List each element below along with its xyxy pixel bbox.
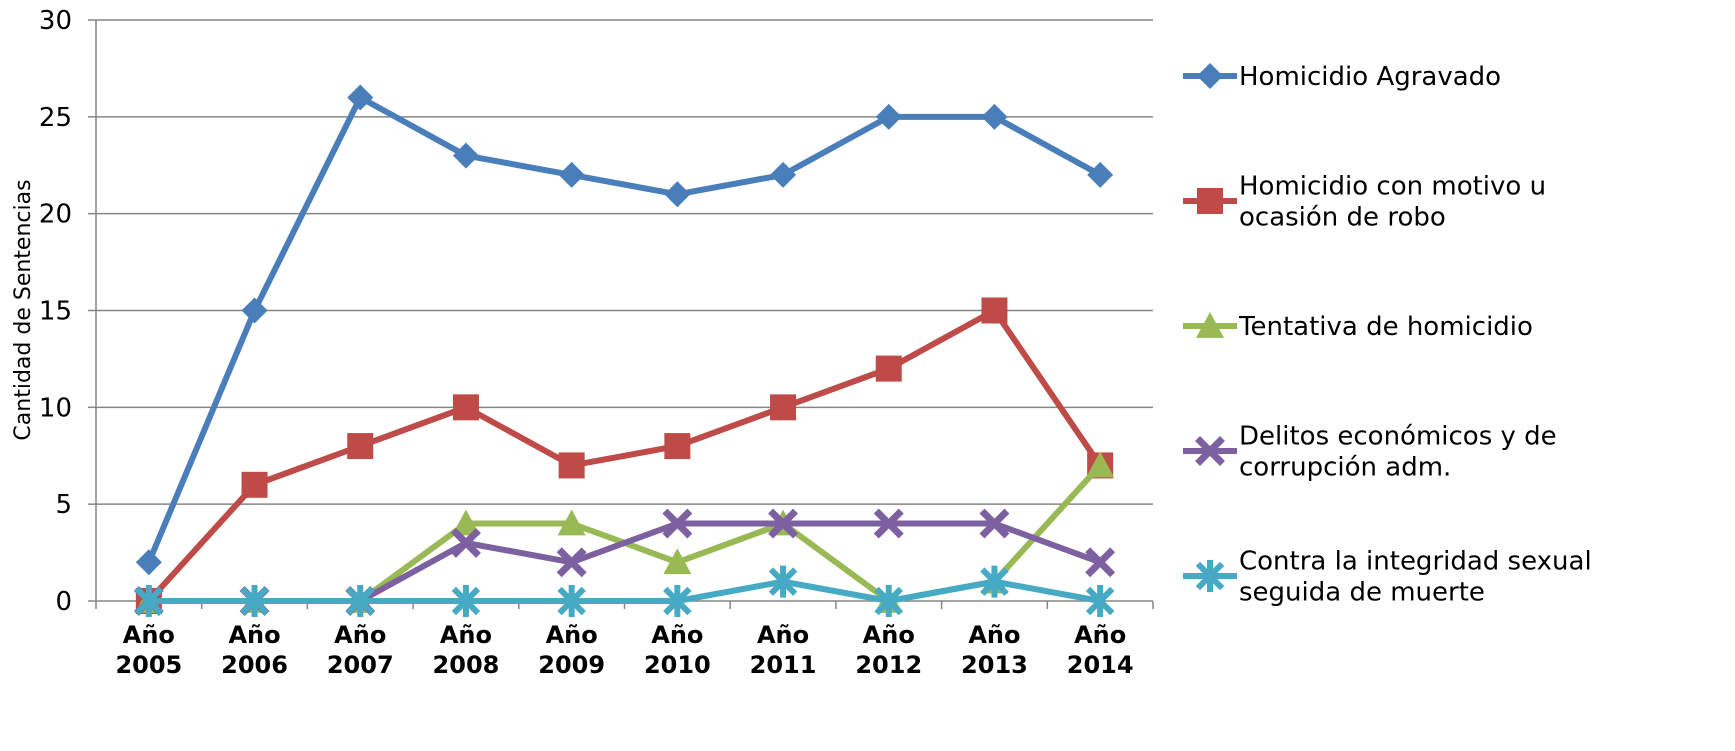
y-tick-label: 10 (39, 393, 72, 423)
legend-item-2: Homicidio con motivo u ocasión de robo (1183, 172, 1546, 233)
y-tick-label: 30 (39, 6, 72, 36)
data-point (347, 84, 374, 111)
data-point (451, 585, 481, 617)
series-line (146, 94, 1102, 564)
data-point (770, 394, 797, 421)
x-tick-label: Año 2014 (1067, 621, 1134, 679)
legend-marker (1197, 188, 1223, 214)
legend-label: Homicidio Agravado (1239, 62, 1501, 92)
legend-item-1: Homicidio Agravado (1183, 62, 1501, 92)
x-tick-label: Año 2008 (433, 621, 500, 679)
axes: 0 5 10 15 20 25 30 Año 2005 Año 2006 Año 2007 Año 2008… (39, 6, 1154, 679)
series-5 (134, 565, 1115, 617)
x-tick-label: Año 2009 (538, 621, 605, 679)
series-1 (135, 84, 1114, 576)
legend-item-4: Delitos económicos y de corrupción adm. (1183, 422, 1557, 483)
data-point (558, 161, 585, 188)
data-point (346, 585, 375, 617)
y-tick-label: 5 (55, 490, 72, 520)
data-point (875, 355, 902, 382)
data-point (664, 181, 691, 208)
data-point (451, 509, 480, 536)
legend-marker (1195, 560, 1225, 592)
x-tick-label: Año 2005 (115, 621, 182, 679)
legend-label: Contra la integridad sexual seguida de mu… (1239, 547, 1592, 608)
legend-marker (1196, 312, 1224, 338)
data-point (1085, 547, 1116, 578)
data-point (240, 585, 269, 617)
y-tick-label: 15 (39, 297, 72, 327)
data-point (134, 585, 164, 617)
y-axis-label: Cantidad de Sentencias (11, 179, 36, 440)
data-point (452, 142, 479, 169)
data-point (1085, 585, 1115, 617)
data-point (452, 394, 479, 421)
data-point (875, 103, 902, 130)
data-point (873, 508, 904, 539)
series-4 (133, 508, 1116, 616)
data-point (663, 548, 692, 575)
data-point (241, 471, 268, 498)
data-point (770, 161, 797, 188)
gridlines (96, 19, 1153, 505)
data-point (874, 585, 903, 617)
data-point (135, 549, 162, 576)
legend-label: Homicidio con motivo u ocasión de robo (1239, 172, 1546, 233)
x-tick-label: Año 2006 (221, 621, 288, 679)
data-point (664, 433, 691, 460)
series-2 (135, 297, 1114, 614)
data-point (768, 508, 798, 539)
data-point (663, 585, 692, 617)
data-point (557, 509, 586, 536)
data-point (556, 547, 587, 578)
legend-label: Delitos económicos y de corrupción adm. (1239, 422, 1557, 483)
data-point (1087, 161, 1114, 188)
data-point (979, 508, 1010, 539)
data-point (768, 565, 798, 598)
series-line (148, 463, 1103, 604)
series-lines (133, 84, 1116, 617)
data-point (347, 433, 374, 460)
legend-item-3: Tentativa de homicidio (1183, 312, 1533, 342)
data-point (558, 452, 585, 479)
series-line (148, 578, 1101, 604)
data-point (451, 527, 481, 558)
legend: Homicidio Agravado Homicidio con motivo u… (1183, 62, 1592, 608)
x-tick-label: Año 2007 (327, 621, 394, 679)
series-line (146, 307, 1103, 604)
data-point (662, 508, 693, 539)
x-tick-label: Año 2012 (855, 621, 922, 679)
x-tick-label: Año 2011 (750, 621, 817, 679)
legend-label: Tentativa de homicidio (1238, 312, 1533, 342)
data-point (557, 585, 586, 617)
y-tick-label: 0 (55, 587, 72, 617)
data-point (241, 297, 268, 324)
data-point (980, 565, 1009, 598)
legend-marker (1197, 63, 1223, 89)
data-point (1086, 451, 1115, 478)
y-tick-label: 25 (39, 103, 72, 133)
x-tick-label: Año 2010 (644, 621, 711, 679)
y-tick-label: 20 (39, 200, 72, 230)
data-point (981, 297, 1008, 324)
legend-item-5: Contra la integridad sexual seguida de mu… (1183, 547, 1592, 608)
data-point (981, 103, 1008, 130)
x-tick-label: Año 2013 (961, 621, 1028, 679)
legend-marker (1195, 436, 1225, 466)
